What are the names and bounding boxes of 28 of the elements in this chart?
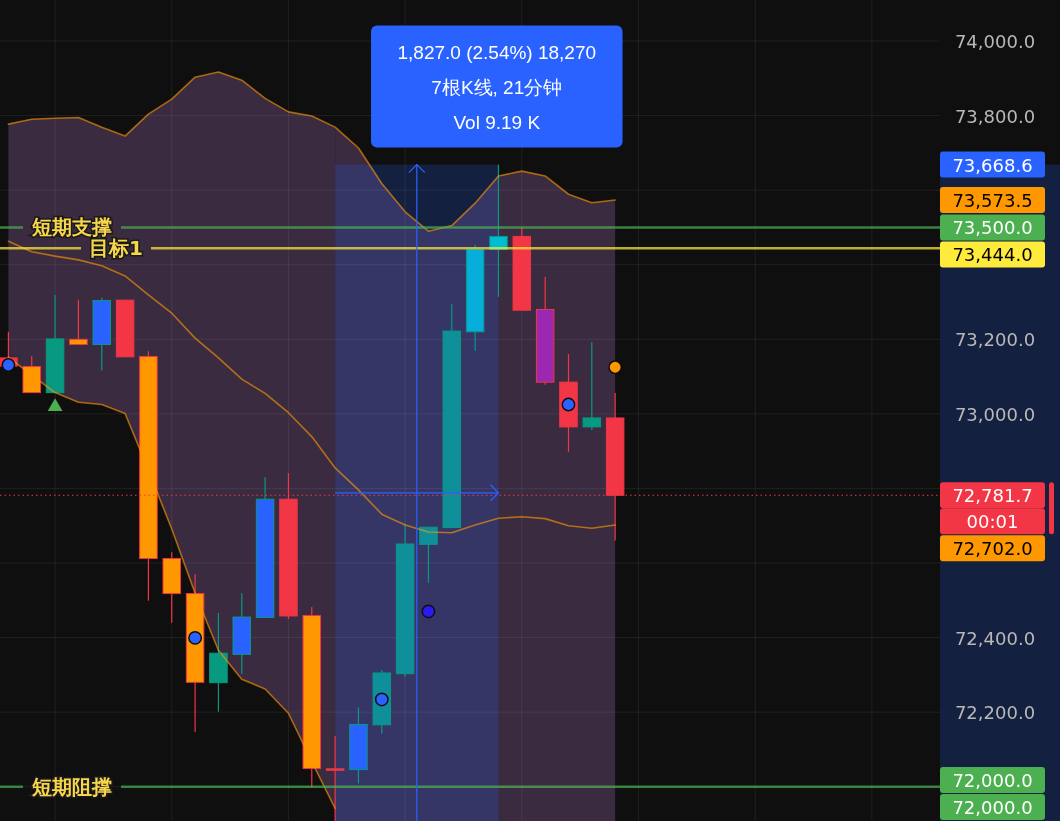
text: 72,000.0 xyxy=(952,796,1033,818)
text: 00:01 xyxy=(966,510,1019,532)
point xyxy=(608,360,623,375)
y-tick-label: 72,400.0 xyxy=(954,627,1036,649)
text: 73,573.5 xyxy=(952,189,1033,211)
point xyxy=(421,604,436,619)
annotation: 7根K线, 21分钟 xyxy=(431,76,563,98)
y-tick-label: 73,200.0 xyxy=(954,328,1036,350)
point xyxy=(188,631,203,645)
text: 73,444.0 xyxy=(952,243,1033,265)
y-tick-label: 72,200.0 xyxy=(954,701,1036,723)
y-tick-label: 73,800.0 xyxy=(954,105,1036,127)
text: 72,781.7 xyxy=(952,484,1033,506)
text: 72,000.0 xyxy=(952,769,1033,791)
y-tick-label: 74,000.0 xyxy=(954,30,1036,52)
candlestick xyxy=(69,299,88,346)
ref-line-label: 短期阻撑 xyxy=(31,774,112,799)
text: 73,668.6 xyxy=(952,154,1033,176)
text: 72,702.0 xyxy=(952,537,1033,559)
candlestick xyxy=(419,526,438,584)
y-tick-label: 73,000.0 xyxy=(954,403,1036,425)
text: 73,500.0 xyxy=(952,216,1033,238)
annotation: 1,827.0 (2.54%) 18,270 xyxy=(397,41,597,63)
point xyxy=(47,398,63,412)
point xyxy=(1,358,16,372)
annotation: Vol 9.19 K xyxy=(453,111,541,133)
candlestick xyxy=(582,341,602,431)
candlestick xyxy=(325,735,345,821)
